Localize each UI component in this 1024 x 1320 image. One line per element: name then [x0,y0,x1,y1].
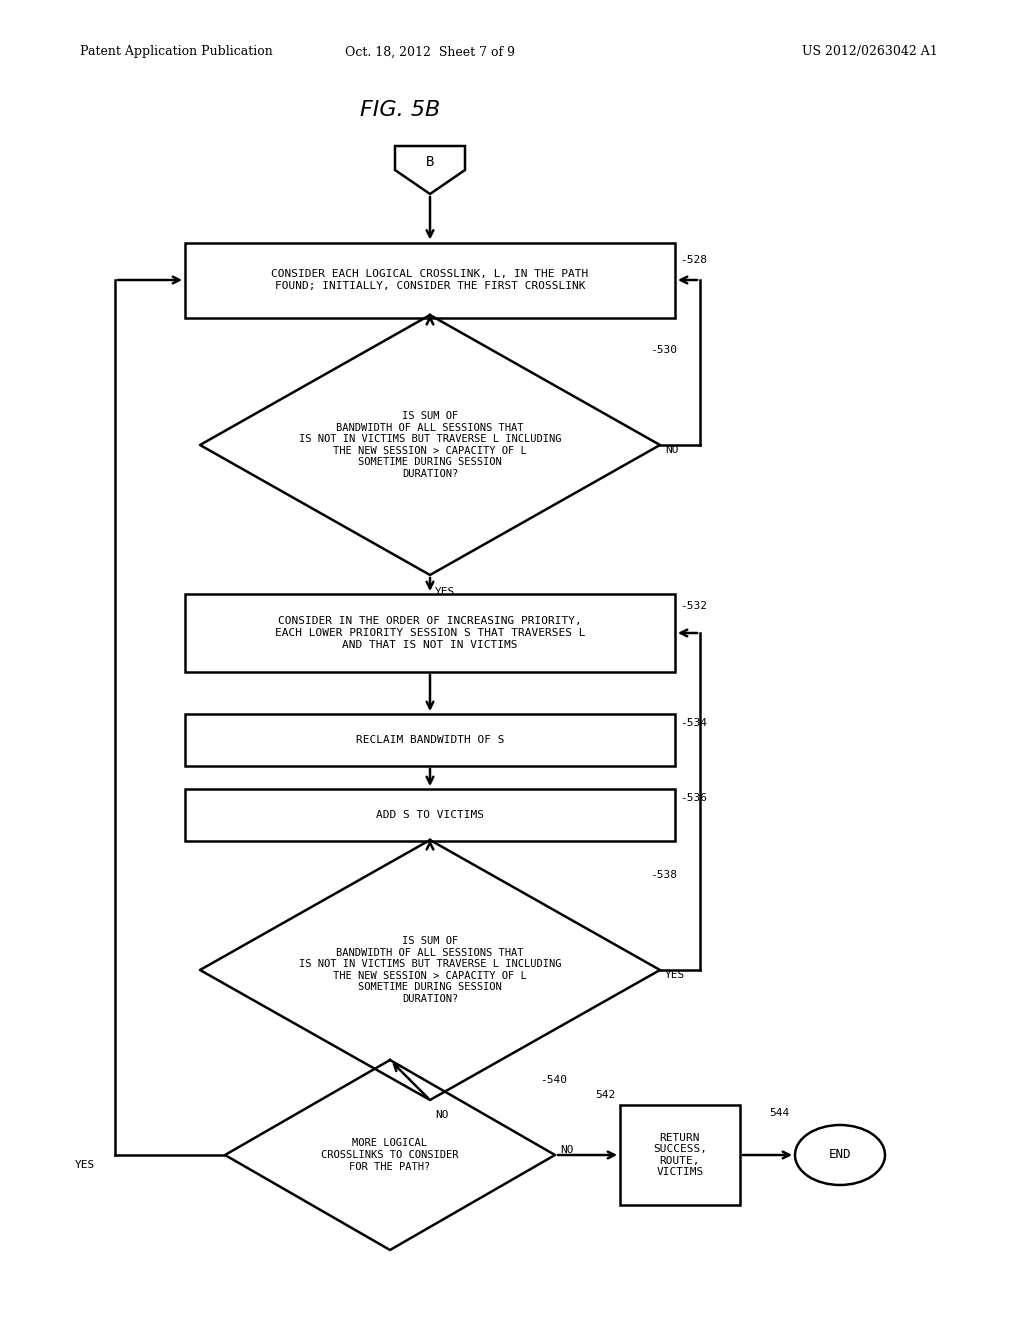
Polygon shape [225,1060,555,1250]
Bar [185,243,675,318]
Polygon shape [200,315,660,576]
Text: NO: NO [435,1110,449,1119]
Text: YES: YES [665,970,685,979]
Text: -538: -538 [650,870,677,880]
Text: IS SUM OF
BANDWIDTH OF ALL SESSIONS THAT
IS NOT IN VICTIMS BUT TRAVERSE L INCLUD: IS SUM OF BANDWIDTH OF ALL SESSIONS THAT… [299,936,561,1005]
Text: -532: -532 [680,601,707,611]
Ellipse shape [795,1125,885,1185]
Text: ADD S TO VICTIMS: ADD S TO VICTIMS [376,810,484,820]
Bar [185,789,675,841]
Bar [185,714,675,766]
Text: CONSIDER EACH LOGICAL CROSSLINK, L, IN THE PATH
FOUND; INITIALLY, CONSIDER THE F: CONSIDER EACH LOGICAL CROSSLINK, L, IN T… [271,269,589,290]
Text: NO: NO [665,445,679,455]
Text: YES: YES [435,587,456,597]
Text: Oct. 18, 2012  Sheet 7 of 9: Oct. 18, 2012 Sheet 7 of 9 [345,45,515,58]
Text: -536: -536 [680,793,707,803]
Text: -540: -540 [540,1074,567,1085]
Text: IS SUM OF
BANDWIDTH OF ALL SESSIONS THAT
IS NOT IN VICTIMS BUT TRAVERSE L INCLUD: IS SUM OF BANDWIDTH OF ALL SESSIONS THAT… [299,411,561,479]
Text: B: B [426,154,434,169]
Text: -528: -528 [680,255,707,265]
Text: 542: 542 [595,1090,615,1100]
Text: FIG. 5B: FIG. 5B [359,100,440,120]
Text: MORE LOGICAL
CROSSLINKS TO CONSIDER
FOR THE PATH?: MORE LOGICAL CROSSLINKS TO CONSIDER FOR … [322,1138,459,1172]
Text: RETURN
SUCCESS,
ROUTE,
VICTIMS: RETURN SUCCESS, ROUTE, VICTIMS [653,1133,707,1177]
Polygon shape [200,840,660,1100]
Bar [185,594,675,672]
Text: RECLAIM BANDWIDTH OF S: RECLAIM BANDWIDTH OF S [355,735,504,744]
Text: YES: YES [75,1160,95,1170]
Text: -534: -534 [680,718,707,729]
Text: CONSIDER IN THE ORDER OF INCREASING PRIORITY,
EACH LOWER PRIORITY SESSION S THAT: CONSIDER IN THE ORDER OF INCREASING PRIO… [274,616,586,649]
Text: NO: NO [560,1144,573,1155]
Text: -530: -530 [650,345,677,355]
Polygon shape [395,147,465,194]
Text: 544: 544 [770,1107,790,1118]
Bar [620,1105,740,1205]
Text: END: END [828,1148,851,1162]
Text: Patent Application Publication: Patent Application Publication [80,45,272,58]
Text: US 2012/0263042 A1: US 2012/0263042 A1 [802,45,938,58]
